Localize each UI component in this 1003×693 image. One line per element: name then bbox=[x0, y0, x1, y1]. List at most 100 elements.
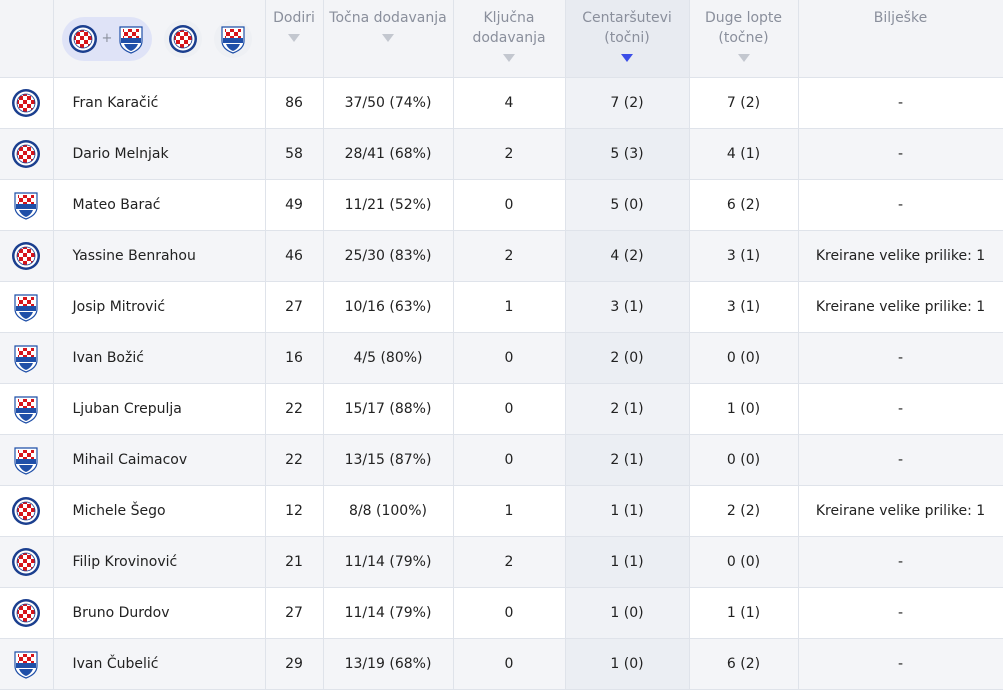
long-balls-cell: 0 (0) bbox=[689, 434, 799, 486]
key-passes-cell: 2 bbox=[453, 128, 566, 180]
hajduk-crest-icon bbox=[11, 88, 41, 118]
filter-both-teams-button[interactable]: + bbox=[61, 16, 153, 61]
notes-cell: - bbox=[798, 638, 1003, 690]
team-crest-cell bbox=[0, 77, 54, 129]
crosses-cell: 1 (0) bbox=[565, 587, 690, 639]
notes-cell: - bbox=[798, 179, 1003, 231]
table-row[interactable]: Fran Karačić 86 37/50 (74%) 4 7 (2) 7 (2) - bbox=[0, 77, 1003, 129]
table-row[interactable]: Ivan Božić 16 4/5 (80%) 0 2 (0) 0 (0) - bbox=[0, 332, 1003, 384]
table-row[interactable]: Bruno Durdov 27 11/14 (79%) 0 1 (0) 1 (1) - bbox=[0, 587, 1003, 639]
notes-cell: Kreirane velike prilike: 1 bbox=[798, 485, 1003, 537]
team-crest-cell bbox=[0, 587, 54, 639]
header-crosses[interactable]: Centaršutevi (točni) bbox=[565, 0, 690, 78]
player-name[interactable]: Mihail Caimacov bbox=[53, 434, 266, 486]
hajduk-crest-icon bbox=[68, 24, 98, 54]
long-balls-cell: 1 (0) bbox=[689, 383, 799, 435]
key-passes-cell: 1 bbox=[453, 281, 566, 333]
player-name[interactable]: Mateo Barać bbox=[53, 179, 266, 231]
slaven-crest-icon bbox=[11, 445, 41, 475]
notes-cell: - bbox=[798, 128, 1003, 180]
crosses-cell: 2 (1) bbox=[565, 383, 690, 435]
notes-cell: Kreirane velike prilike: 1 bbox=[798, 230, 1003, 282]
player-name[interactable]: Dario Melnjak bbox=[53, 128, 266, 180]
slaven-crest-icon bbox=[11, 343, 41, 373]
hajduk-crest-icon bbox=[11, 547, 41, 577]
key-passes-cell: 0 bbox=[453, 638, 566, 690]
table-row[interactable]: Michele Šego 12 8/8 (100%) 1 1 (1) 2 (2) Kreir… bbox=[0, 485, 1003, 537]
crosses-cell: 3 (1) bbox=[565, 281, 690, 333]
touches-cell: 22 bbox=[265, 383, 324, 435]
plus-icon: + bbox=[101, 30, 113, 46]
crosses-cell: 7 (2) bbox=[565, 77, 690, 129]
key-passes-cell: 2 bbox=[453, 230, 566, 282]
header-crosses-label: Centaršutevi (točni) bbox=[582, 10, 672, 46]
touches-cell: 46 bbox=[265, 230, 324, 282]
touches-cell: 49 bbox=[265, 179, 324, 231]
header-notes-label: Bilješke bbox=[873, 10, 928, 26]
crosses-cell: 1 (1) bbox=[565, 536, 690, 588]
table-row[interactable]: Ivan Čubelić 29 13/19 (68%) 0 1 (0) 6 (2) - bbox=[0, 638, 1003, 690]
player-name[interactable]: Ljuban Crepulja bbox=[53, 383, 266, 435]
sort-arrow-icon bbox=[382, 34, 394, 42]
table-row[interactable]: Dario Melnjak 58 28/41 (68%) 2 5 (3) 4 (1) - bbox=[0, 128, 1003, 180]
player-name[interactable]: Bruno Durdov bbox=[53, 587, 266, 639]
accurate-passes-cell: 10/16 (63%) bbox=[323, 281, 454, 333]
sort-arrow-icon bbox=[737, 54, 750, 62]
player-name[interactable]: Michele Šego bbox=[53, 485, 266, 537]
sort-arrow-icon bbox=[503, 54, 515, 62]
key-passes-cell: 4 bbox=[453, 77, 566, 129]
team-crest-cell bbox=[0, 485, 54, 537]
header-touches[interactable]: Dodiri bbox=[265, 0, 324, 78]
header-accurate-passes[interactable]: Točna dodavanja bbox=[323, 0, 454, 78]
crosses-cell: 2 (0) bbox=[565, 332, 690, 384]
slaven-crest-icon bbox=[11, 190, 41, 220]
long-balls-cell: 4 (1) bbox=[689, 128, 799, 180]
long-balls-cell: 0 (0) bbox=[689, 332, 799, 384]
player-name[interactable]: Josip Mitrović bbox=[53, 281, 266, 333]
notes-cell: - bbox=[798, 383, 1003, 435]
table-row[interactable]: Ljuban Crepulja 22 15/17 (88%) 0 2 (1) 1 (0) - bbox=[0, 383, 1003, 435]
accurate-passes-cell: 37/50 (74%) bbox=[323, 77, 454, 129]
accurate-passes-cell: 25/30 (83%) bbox=[323, 230, 454, 282]
accurate-passes-cell: 11/14 (79%) bbox=[323, 536, 454, 588]
touches-cell: 29 bbox=[265, 638, 324, 690]
accurate-passes-cell: 4/5 (80%) bbox=[323, 332, 454, 384]
sort-arrow-active-icon bbox=[621, 54, 633, 62]
player-name[interactable]: Yassine Benrahou bbox=[53, 230, 266, 282]
notes-cell: - bbox=[798, 77, 1003, 129]
player-name[interactable]: Ivan Božić bbox=[53, 332, 266, 384]
table-row[interactable]: Mateo Barać 49 11/21 (52%) 0 5 (0) 6 (2) - bbox=[0, 179, 1003, 231]
table-row[interactable]: Josip Mitrović 27 10/16 (63%) 1 3 (1) 3 (1) Kr… bbox=[0, 281, 1003, 333]
filter-hajduk-button[interactable] bbox=[164, 19, 203, 58]
slaven-crest-icon bbox=[11, 292, 41, 322]
header-key-passes[interactable]: Ključna dodavanja bbox=[453, 0, 566, 78]
accurate-passes-cell: 8/8 (100%) bbox=[323, 485, 454, 537]
filter-slaven-button[interactable] bbox=[214, 19, 253, 58]
table-row[interactable]: Filip Krovinović 21 11/14 (79%) 2 1 (1) 0 (0)… bbox=[0, 536, 1003, 588]
team-crest-cell bbox=[0, 179, 54, 231]
header-long-balls-label: Duge lopte (točne) bbox=[704, 10, 783, 46]
key-passes-cell: 0 bbox=[453, 179, 566, 231]
header-key-passes-label: Ključna dodavanja bbox=[472, 10, 546, 46]
touches-cell: 16 bbox=[265, 332, 324, 384]
table-header-row: + Dodiri Točna dodavanja bbox=[0, 0, 1003, 78]
header-long-balls[interactable]: Duge lopte (točne) bbox=[689, 0, 799, 78]
key-passes-cell: 0 bbox=[453, 587, 566, 639]
notes-cell: - bbox=[798, 332, 1003, 384]
player-name[interactable]: Ivan Čubelić bbox=[53, 638, 266, 690]
player-name[interactable]: Fran Karačić bbox=[53, 77, 266, 129]
table-row[interactable]: Mihail Caimacov 22 13/15 (87%) 0 2 (1) 0 (0) - bbox=[0, 434, 1003, 486]
long-balls-cell: 6 (2) bbox=[689, 179, 799, 231]
table-row[interactable]: Yassine Benrahou 46 25/30 (83%) 2 4 (2) 3 (1)… bbox=[0, 230, 1003, 282]
slaven-crest-icon bbox=[11, 394, 41, 424]
team-crest-cell bbox=[0, 536, 54, 588]
player-name[interactable]: Filip Krovinović bbox=[53, 536, 266, 588]
sort-arrow-icon bbox=[288, 34, 300, 42]
team-crest-cell bbox=[0, 383, 54, 435]
slaven-crest-icon bbox=[11, 649, 41, 679]
crosses-cell: 2 (1) bbox=[565, 434, 690, 486]
touches-cell: 12 bbox=[265, 485, 324, 537]
key-passes-cell: 0 bbox=[453, 383, 566, 435]
crosses-cell: 5 (3) bbox=[565, 128, 690, 180]
